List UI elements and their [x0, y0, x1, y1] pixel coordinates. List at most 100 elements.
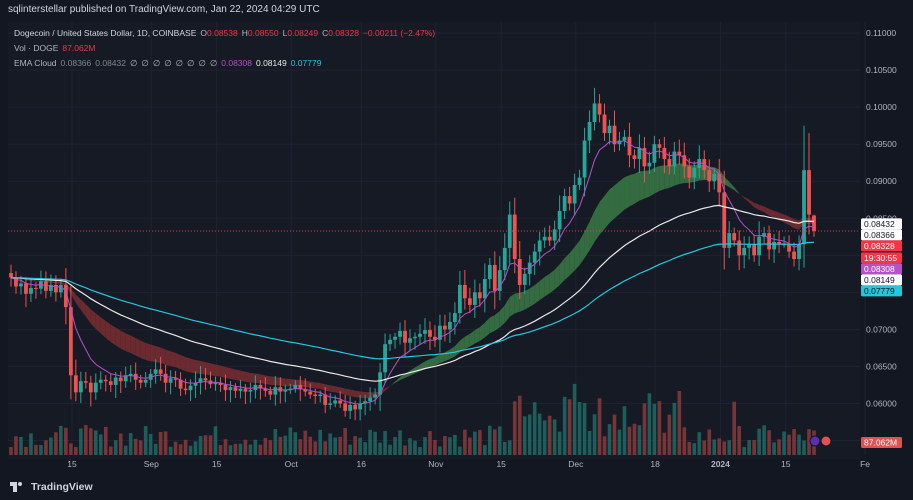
candlestick-chart[interactable]: [8, 22, 913, 476]
ema-cloud-segment: [345, 388, 351, 396]
volume-bar: [612, 414, 617, 455]
ema-cloud-segment: [105, 320, 111, 343]
candle-body: [572, 184, 577, 204]
candle-body: [582, 140, 587, 178]
volume-bar: [782, 431, 786, 455]
candle-body: [802, 170, 806, 245]
ema-cloud-segment: [335, 386, 341, 394]
ema-cloud-label[interactable]: EMA Cloud: [14, 58, 57, 68]
volume-bar: [278, 436, 283, 455]
candle-body: [388, 339, 392, 345]
ema-cloud-segment: [165, 349, 171, 367]
candle-body: [53, 284, 58, 293]
candle-body: [228, 387, 233, 391]
candle-body: [14, 277, 18, 287]
candle-body: [577, 177, 582, 185]
volume-bar: [797, 434, 801, 455]
volume-bar: [44, 440, 48, 455]
volume-bar: [777, 439, 781, 455]
ema-cloud-segment: [250, 372, 256, 383]
candle-body: [662, 147, 667, 160]
candle-body: [667, 159, 672, 167]
candle-body: [522, 273, 527, 285]
legend-symbol-row: Dogecoin / United States Dollar, 1D, COI…: [14, 26, 435, 41]
candle-body: [502, 247, 507, 271]
ema-cloud-segment: [679, 163, 685, 185]
volume-bar: [89, 428, 93, 455]
volume-bar: [607, 424, 612, 455]
volume-bar: [757, 428, 761, 455]
ema-cloud-segment: [754, 202, 760, 210]
candle-body: [497, 270, 502, 291]
volume-bar: [458, 446, 462, 455]
candle-body: [103, 379, 108, 382]
volume-bar: [118, 433, 123, 455]
volume-bar: [74, 446, 78, 455]
candle-body: [532, 251, 537, 263]
volume-bar: [268, 440, 273, 455]
volume-bar: [343, 427, 347, 455]
ema-cloud-segment: [769, 208, 775, 218]
candle-body: [113, 377, 118, 385]
ema-cloud-segment: [400, 373, 406, 380]
tradingview-logo[interactable]: TradingView: [10, 481, 93, 493]
volume-bar: [283, 435, 288, 455]
candle-body: [777, 241, 781, 245]
candle-body: [178, 379, 183, 389]
volume-bar: [163, 431, 168, 455]
volume-bar: [213, 426, 218, 455]
volume-bar: [537, 413, 542, 455]
volume-bar: [143, 426, 148, 455]
candle-body: [29, 287, 33, 294]
volume-bar: [512, 401, 517, 455]
candle-body: [707, 170, 712, 182]
volume-bar: [557, 431, 562, 455]
chart-plot-area[interactable]: [8, 22, 866, 459]
ema-cloud-segment: [569, 246, 575, 276]
volume-bar: [368, 429, 372, 455]
ema-cloud-segment: [340, 387, 346, 396]
candle-body: [477, 292, 482, 299]
ema-cloud-segment: [794, 218, 800, 230]
volume-bar: [587, 430, 592, 455]
candle-body: [308, 391, 313, 395]
candle-body: [467, 298, 472, 305]
symbol-title[interactable]: Dogecoin / United States Dollar, 1D, COI…: [14, 28, 197, 38]
ema-cloud-segment: [764, 206, 770, 216]
ema-cloud-segment: [414, 364, 420, 374]
ema-value: ∅: [130, 58, 138, 68]
ema-cloud-segment: [120, 330, 126, 352]
volume-bar: [14, 436, 18, 455]
volume-bar: [138, 440, 143, 455]
volume-bar: [59, 425, 63, 455]
volume-bar: [473, 431, 477, 455]
candle-body: [737, 240, 742, 256]
candle-body: [792, 251, 796, 260]
candle-body: [408, 338, 412, 343]
ema-cloud-segment: [275, 377, 281, 386]
volume-bar: [492, 429, 497, 455]
volume-bar: [98, 434, 103, 455]
volume-bar: [632, 423, 637, 455]
candle-body: [343, 403, 348, 411]
ema-cloud-segment: [205, 362, 211, 376]
volume-bar: [423, 437, 427, 455]
volume-bar: [148, 433, 153, 455]
volume-bar: [233, 443, 238, 455]
candle-body: [88, 382, 93, 393]
volume-bar: [323, 441, 328, 455]
candle-body: [218, 382, 223, 385]
volume-bar: [727, 440, 732, 455]
candle-body: [333, 400, 338, 404]
volume-bar: [69, 443, 73, 455]
ema-cloud-segment: [265, 375, 271, 385]
volume-bar: [652, 403, 657, 455]
candle-body: [717, 173, 722, 193]
candle-body: [338, 400, 343, 404]
ema-cloud-segment: [110, 324, 116, 346]
ema-cloud-segment: [644, 170, 650, 199]
volume-bar: [223, 439, 228, 455]
volume-label[interactable]: Vol · DOGE: [14, 43, 59, 53]
volume-bar: [532, 402, 537, 455]
volume-bar: [318, 429, 323, 455]
